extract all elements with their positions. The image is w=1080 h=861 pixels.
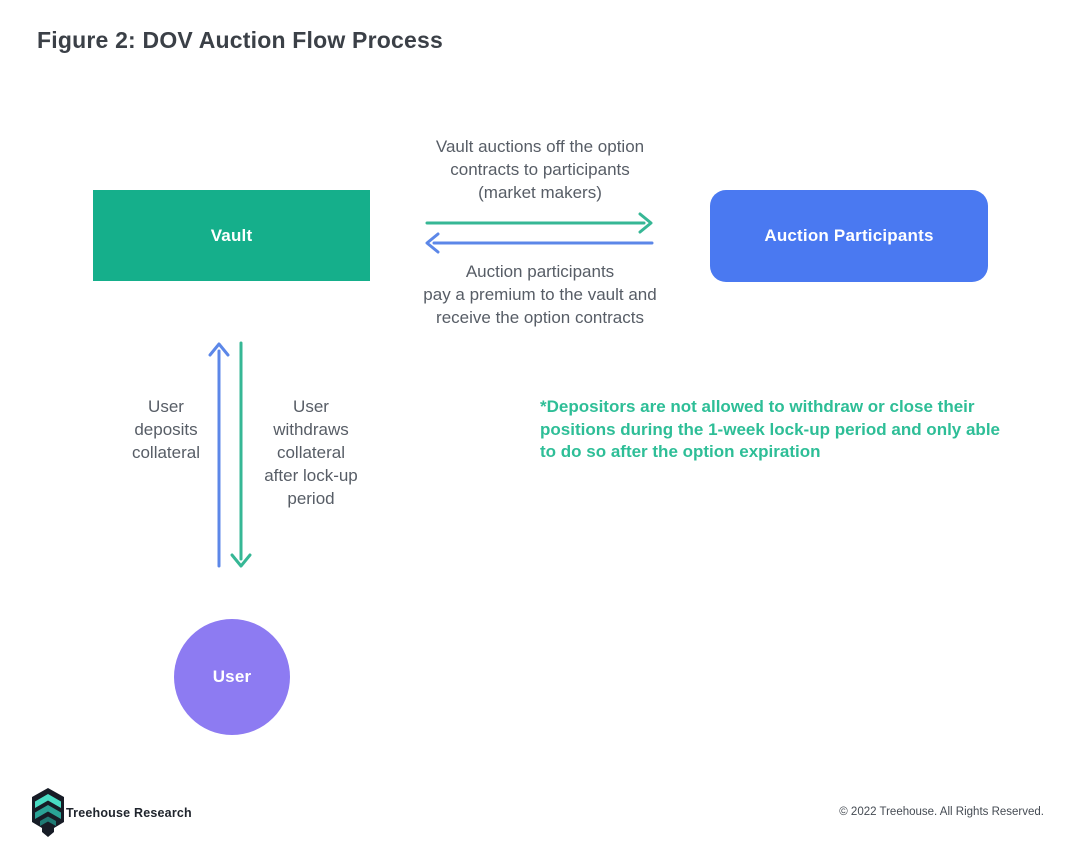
arrow-participants-to-vault [425, 232, 654, 254]
user-node: User [174, 619, 290, 735]
arrow-vault-to-participants [425, 212, 653, 234]
footer-brand-name: Treehouse Research [66, 806, 192, 820]
user-node-label: User [212, 667, 252, 686]
page-title: Figure 2: DOV Auction Flow Process [37, 27, 443, 53]
caption-participants-pay-premium: Auction participants pay a premium to th… [423, 262, 657, 327]
lockup-note-text: *Depositors are not allowed to withdraw … [540, 397, 1000, 461]
vault-node: Vault [93, 190, 370, 281]
auction-participants-node: Auction Participants [710, 190, 988, 282]
caption-user-deposits: User deposits collateral [131, 397, 201, 462]
caption-vault-auctions: Vault auctions off the option contracts … [435, 137, 645, 202]
footer-copyright: © 2022 Treehouse. All Rights Reserved. [839, 806, 1044, 818]
treehouse-logo-icon [32, 788, 64, 837]
caption-user-withdraws: User withdraws collateral after lock-up … [264, 397, 358, 508]
auction-participants-node-label: Auction Participants [764, 226, 934, 245]
vault-node-label: Vault [210, 225, 253, 245]
